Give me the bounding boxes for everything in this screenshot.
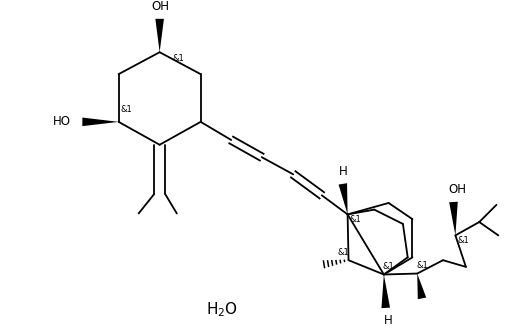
Polygon shape (449, 202, 458, 236)
Text: OH: OH (152, 0, 169, 13)
Polygon shape (417, 274, 426, 299)
Polygon shape (338, 183, 348, 214)
Text: &1: &1 (173, 54, 185, 64)
Text: H: H (384, 314, 393, 327)
Text: &1: &1 (416, 261, 428, 270)
Text: &1: &1 (338, 248, 350, 257)
Polygon shape (381, 275, 390, 308)
Text: H: H (338, 165, 347, 178)
Text: OH: OH (449, 183, 466, 196)
Text: &1: &1 (349, 215, 361, 224)
Text: $\mathregular{H_2O}$: $\mathregular{H_2O}$ (206, 300, 238, 319)
Text: &1: &1 (457, 236, 469, 245)
Text: &1: &1 (383, 262, 394, 271)
Polygon shape (155, 19, 164, 52)
Polygon shape (82, 118, 119, 126)
Text: HO: HO (53, 115, 71, 128)
Text: &1: &1 (120, 105, 132, 114)
